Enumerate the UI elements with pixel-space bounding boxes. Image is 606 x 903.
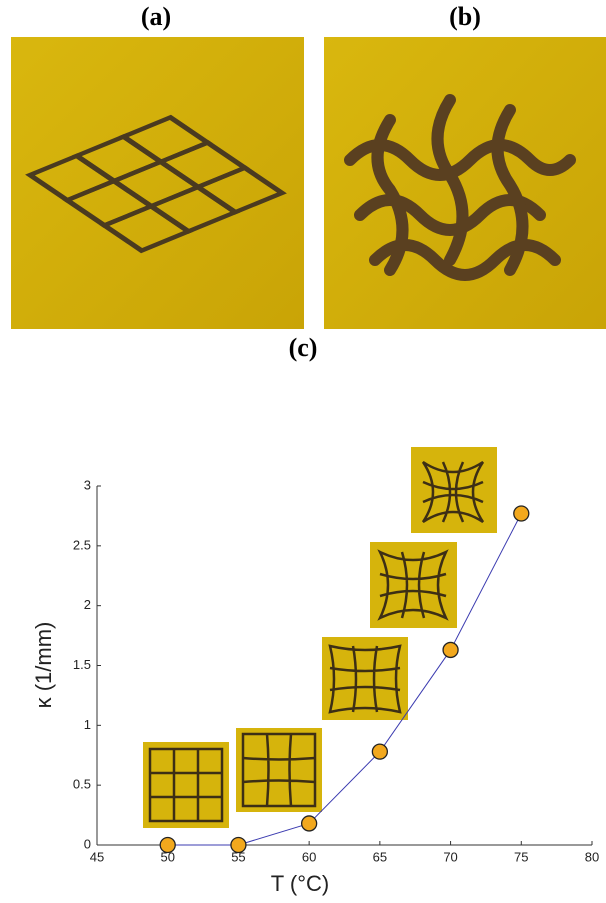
x-tick-label: 65 bbox=[373, 849, 387, 864]
x-tick-label: 70 bbox=[443, 849, 457, 864]
y-tick-label: 0 bbox=[84, 836, 91, 851]
y-tick-label: 1.5 bbox=[73, 657, 91, 672]
x-axis-label: T (°C) bbox=[271, 871, 330, 896]
marker bbox=[513, 505, 530, 522]
x-tick-label: 60 bbox=[302, 849, 316, 864]
panel-label: (b) bbox=[449, 2, 481, 31]
marker bbox=[230, 836, 247, 854]
inset-photos bbox=[143, 447, 497, 828]
x-tick-label: 55 bbox=[231, 849, 245, 864]
x-tick-label: 80 bbox=[585, 849, 599, 864]
x-tick-label: 75 bbox=[514, 849, 528, 864]
y-tick-label: 3 bbox=[84, 477, 91, 492]
x-tick-label: 50 bbox=[160, 849, 174, 864]
photo-b bbox=[324, 37, 606, 329]
y-tick-label: 2.5 bbox=[73, 537, 91, 552]
marker bbox=[159, 836, 176, 854]
panel-label: (c) bbox=[289, 333, 318, 362]
x-tick-label: 45 bbox=[90, 849, 104, 864]
y-tick-label: 0.5 bbox=[73, 777, 91, 792]
marker bbox=[371, 743, 389, 760]
y-tick-label: 2 bbox=[84, 597, 91, 612]
line bbox=[167, 513, 522, 846]
y-tick-label: 1 bbox=[84, 717, 91, 732]
marker bbox=[442, 641, 459, 659]
marker bbox=[300, 815, 318, 832]
y-axis-label: κ (1/mm) bbox=[31, 622, 56, 709]
photo-a bbox=[11, 37, 304, 329]
panel-label: (a) bbox=[141, 2, 171, 31]
